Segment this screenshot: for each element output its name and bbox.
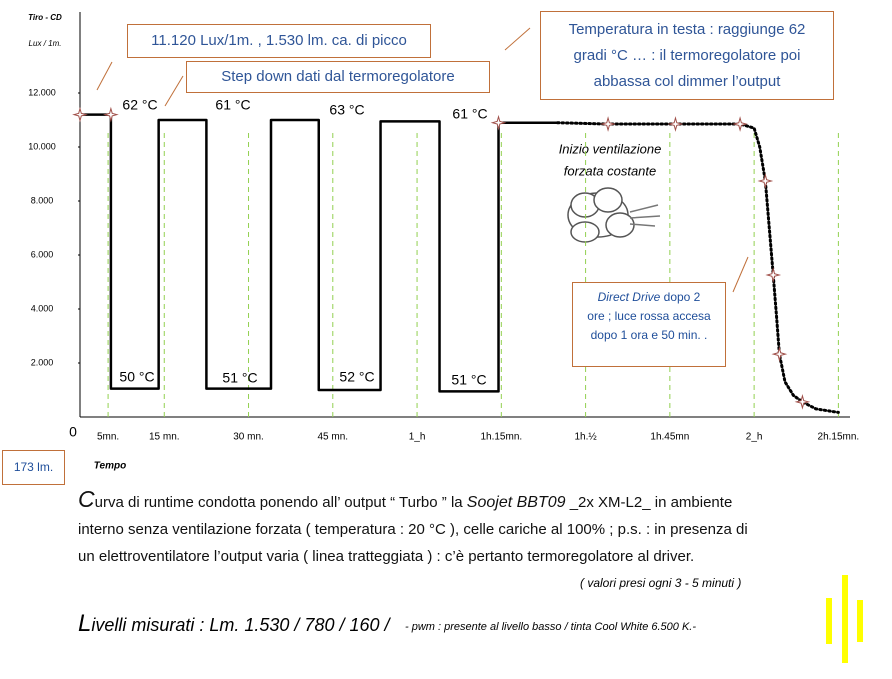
connector [96,61,113,91]
data-point [765,267,782,283]
connector [164,75,184,107]
temperature-label: 52 °C [339,369,374,385]
x-tick-label: 1h.15mn. [480,432,522,443]
cloud [605,212,635,238]
annotation-box: Direct Drive dopo 2 ore ; luce rossa acc… [572,282,726,367]
x-tick-label: 5mn. [97,432,119,443]
y-tick-label: 8.000 [31,195,54,205]
annotation-box: Step down dati dal termoregolatore [186,61,490,93]
caption-note: ( valori presi ogni 3 - 5 minuti ) [580,576,742,590]
y-tick-label: 6.000 [31,249,54,259]
y-tick-label: 4.000 [31,303,54,313]
connector [504,27,531,51]
x-tick-label: 1_h [409,432,426,443]
caption-text: Soojet BBT09 [466,494,566,511]
x-tick-label: 1h.½ [574,432,597,443]
temperature-label: 50 °C [119,369,154,385]
caption-line: interno senza ventilazione forzata ( tem… [78,521,748,538]
temperature-label: 62 °C [122,97,157,113]
annotation-line: gradi °C … : il termoregolatore poi [573,47,801,64]
wind [629,204,661,227]
annotation-line: abbassa col dimmer l’output [593,73,781,90]
data-point [490,114,507,131]
x-tick-label: 2_h [746,432,763,443]
x-tick-label: 1h.45mn [650,432,689,443]
temperature-label: 51 °C [451,372,486,388]
logo-bar [842,575,848,663]
annotation-box: Temperatura in testa : raggiunge 62 grad… [540,11,834,100]
levels-text: ivelli misurati : Lm. 1.530 / 780 / 160 … [91,615,390,635]
caption-line: Curva di runtime condotta ponendo all’ o… [78,486,748,516]
caption-line: un elettroventilatore l’output varia ( l… [78,548,695,565]
logo-bar [826,598,832,644]
temperature-label: 61 °C [215,97,250,113]
connector-lines [96,27,749,293]
data-point [794,394,811,410]
annotation: forzata costante [564,163,657,178]
data-point [72,106,88,123]
x-tick-label: 15 mn. [149,432,180,443]
data-point [757,173,774,189]
caption-text: _2x XM-L2_ in ambiente [565,494,733,511]
data-point [771,346,788,362]
annotation: Inizio ventilazione [559,141,662,156]
data-point [600,116,616,132]
data-point [667,116,684,132]
levels: Livelli misurati : Lm. 1.530 / 780 / 160… [78,610,390,638]
connector [732,256,749,293]
x-axis-label: Tempo [94,461,126,472]
y-axis-label: Lux / 1m. [29,39,62,48]
y-axis-label: Tiro - CD [28,13,62,22]
annotation-text: dopo 2 [660,290,701,304]
series-line [556,121,840,414]
temperature-label: 63 °C [329,102,364,118]
logo-bar [857,600,863,642]
annotation-box: 173 lm. [2,450,65,485]
annotation-line: ore ; luce rossa accesa [587,309,711,323]
data-point [103,106,119,123]
caption: Curva di runtime condotta ponendo all’ o… [78,486,748,570]
caption-initial: C [78,486,95,512]
y-tick-label: 10.000 [28,141,56,151]
x-tick-label: 30 mn. [233,432,264,443]
cloud [593,187,623,213]
annotation-line: Direct Drive dopo 2 [573,288,725,307]
x-tick-label: 2h.15mn. [818,432,860,443]
annotation-box: 11.120 Lux/1m. , 1.530 lm. ca. di picco [127,24,431,58]
series-line [80,113,558,393]
cloud-icon [567,187,661,243]
x-tick-label: 0 [69,424,77,440]
y-tick-label: 2.000 [31,357,54,367]
data-point [732,116,748,132]
cloud [570,221,600,243]
annotation-line: dopo 1 ora e 50 min. . [590,328,708,342]
logo [826,575,863,663]
caption-text: urva di runtime condotta ponendo all’ ou… [94,494,467,511]
temperature-label: 61 °C [452,106,487,122]
levels-initial: L [78,610,92,637]
annotation-line: Temperatura in testa : raggiunge 62 [568,21,806,38]
y-tick-label: 12.000 [28,87,56,97]
annotation-text: Direct Drive [597,290,661,304]
x-tick-label: 45 mn. [318,432,349,443]
temperature-label: 51 °C [222,370,257,386]
levels-note: - pwm : presente al livello basso / tint… [405,621,697,633]
